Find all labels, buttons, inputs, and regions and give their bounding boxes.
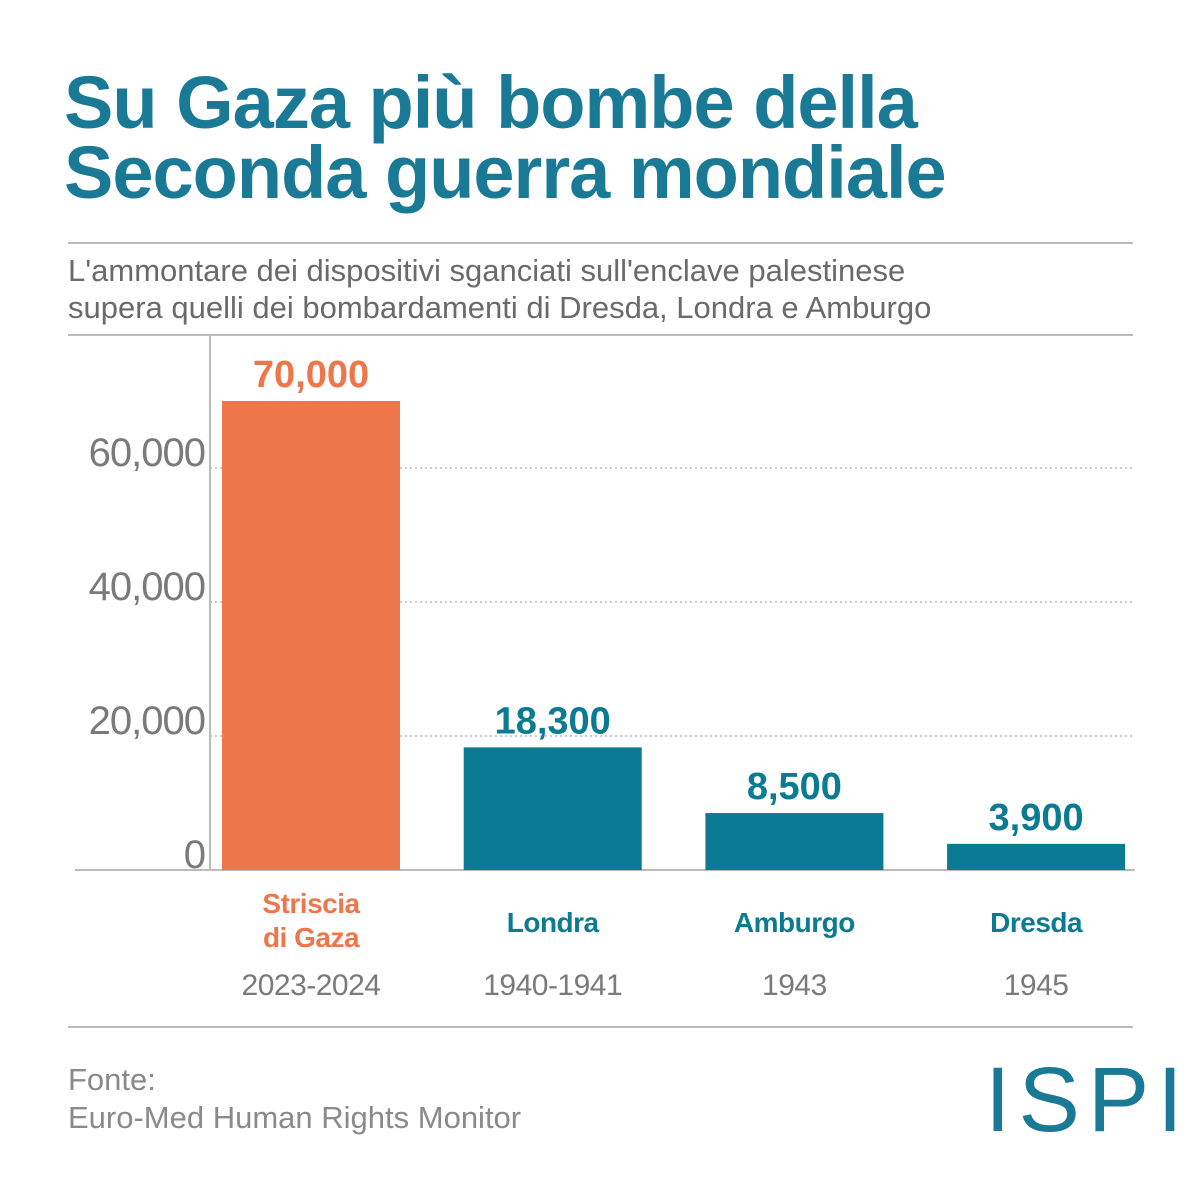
bar	[463, 747, 642, 870]
bar	[222, 401, 400, 870]
chart-subtitle: L'ammontare dei dispositivi sganciati su…	[68, 253, 932, 325]
period-label: 1940-1941	[483, 969, 622, 1002]
x-tick-label: Striscia di Gaza	[262, 888, 360, 953]
source: Euro-Med Human Rights Monitor	[68, 1100, 522, 1135]
y-tick-label: 60,000	[89, 431, 205, 475]
value-label: 8,500	[747, 766, 842, 808]
source-label: Fonte:	[68, 1062, 156, 1097]
logo: ISPI	[985, 1049, 1191, 1151]
x-tick-label: Londra	[507, 907, 600, 938]
x-tick-label: Amburgo	[734, 907, 855, 938]
bar	[947, 843, 1126, 870]
period-label: 1943	[762, 969, 827, 1002]
x-tick-label: Dresda	[990, 907, 1083, 938]
y-tick-label: 40,000	[89, 565, 205, 609]
value-label: 18,300	[495, 700, 611, 742]
chart-title: Su Gaza più bombe della Seconda guerra m…	[64, 61, 947, 214]
y-tick-label: 20,000	[89, 699, 205, 743]
period-label: 1945	[1004, 969, 1069, 1002]
value-label: 3,900	[989, 797, 1084, 839]
period-label: 2023-2024	[242, 969, 381, 1002]
bar	[705, 813, 884, 870]
value-label: 70,000	[253, 354, 369, 396]
y-tick-label: 0	[184, 833, 205, 877]
